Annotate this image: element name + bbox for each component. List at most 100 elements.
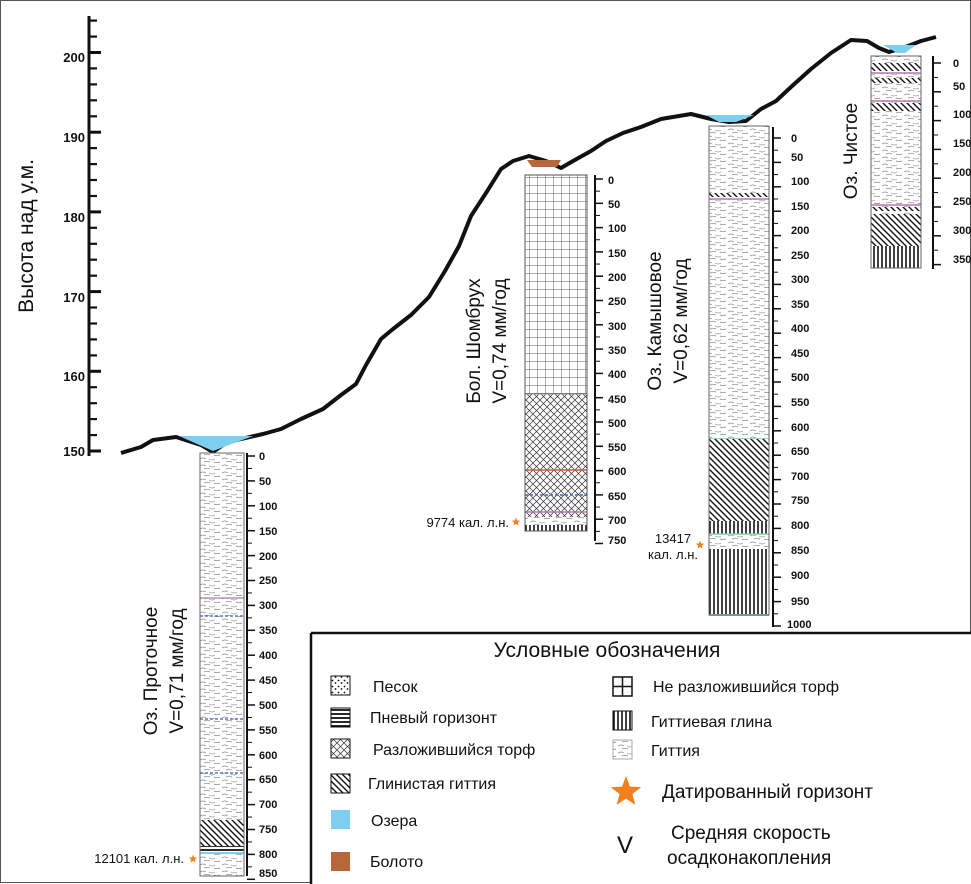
depth-label: 250 — [259, 575, 277, 587]
legend-label-decomposed-peat: Разложившийся торф — [373, 742, 535, 759]
column-name: Оз. Чистое — [841, 103, 862, 199]
lake-protochnoe — [179, 436, 253, 451]
legend-title: Условные обозначения — [494, 639, 721, 662]
depth-label: 900 — [791, 570, 809, 582]
depth-label: 350 — [953, 254, 971, 266]
legend-swatch-grid-lines — [613, 677, 632, 696]
depth-label: 50 — [608, 199, 620, 211]
layer-gyttja-clay — [525, 525, 587, 531]
depth-label: 100 — [259, 501, 277, 513]
legend-label-bog: Болото — [370, 854, 423, 871]
depth-label: 450 — [259, 675, 277, 687]
depth-label: 300 — [259, 600, 277, 612]
legend-label-stump: Пневый горизонт — [370, 710, 498, 727]
legend-swatch-gyttja-clay — [612, 710, 633, 731]
lake-kamyshovoe — [706, 115, 754, 122]
layer-gyttja-clay — [709, 521, 769, 534]
terrain-profile — [120, 35, 937, 455]
legend-swatch-bog — [331, 852, 350, 871]
depth-label: 300 — [791, 274, 809, 286]
depth-label: 500 — [259, 700, 277, 712]
legend-star-icon — [610, 776, 642, 805]
depth-label: 650 — [259, 774, 277, 786]
column-rate: V=0,71 мм/год — [167, 608, 188, 733]
depth-label: 950 — [791, 596, 809, 608]
depth-label: 550 — [608, 442, 626, 454]
depth-label: 150 — [608, 248, 626, 260]
legend-v-symbol: V — [617, 832, 633, 859]
depth-label: 600 — [608, 466, 626, 478]
depth-label: 200 — [259, 551, 277, 563]
legend-box — [311, 633, 971, 884]
column-rate: V=0,74 мм/год — [490, 278, 511, 403]
layer-gyttja — [709, 126, 769, 439]
legend-label-gyttja-clay: Гиттиевая глина — [651, 714, 772, 731]
column-border — [708, 125, 770, 616]
depth-label: 600 — [259, 750, 277, 762]
depth-label: 700 — [791, 471, 809, 483]
depth-label: 250 — [953, 196, 971, 208]
core-column-kamyshovoe: 0 50 100 150 200 250 300 350 400 450 500… — [645, 125, 811, 631]
legend-label-lakes: Озера — [371, 813, 417, 830]
depth-label: 800 — [791, 520, 809, 532]
depth-label: 50 — [259, 476, 271, 488]
depth-label: 150 — [259, 526, 277, 538]
layer-gyttja — [200, 453, 244, 820]
depth-label: 250 — [791, 250, 809, 262]
depth-label: 350 — [608, 345, 626, 357]
depth-label: 600 — [791, 422, 809, 434]
column-name: Оз. Камышовое — [645, 251, 666, 390]
column-name: Бол. Шомбрух — [464, 278, 485, 404]
dated-horizon-star — [188, 854, 198, 863]
depth-label: 200 — [608, 272, 626, 284]
legend-label-dated-horizon: Датированный горизонт — [662, 782, 873, 803]
legend-swatch-decomposed-peat — [330, 738, 351, 759]
y-axis: 150 160 170 180 190 200 Высота над у.м. — [15, 16, 101, 459]
depth-label: 150 — [953, 138, 971, 150]
date-label: 12101 кал. л.н. — [94, 851, 184, 866]
depth-label: 200 — [953, 167, 971, 179]
layer-clay-gyttja — [871, 214, 921, 246]
depth-label: 0 — [608, 175, 614, 187]
layer-gyttja-clay — [709, 549, 769, 615]
layer-clay-gyttja — [871, 78, 921, 83]
depth-label: 450 — [608, 394, 626, 406]
layer-gyttja-clay — [871, 246, 921, 268]
depth-label: 450 — [791, 348, 809, 360]
column-border — [870, 55, 922, 269]
depth-label: 500 — [608, 418, 626, 430]
legend-label-rate-line2: осадконакопления — [667, 848, 831, 869]
layer-clay-gyttja — [709, 193, 769, 197]
depth-label: 400 — [791, 323, 809, 335]
depth-label: 550 — [791, 397, 809, 409]
column-border — [199, 452, 245, 877]
depth-label: 100 — [791, 176, 809, 188]
depth-label: 300 — [953, 225, 971, 237]
y-tick-label: 200 — [63, 50, 85, 65]
column-rate: V=0,62 мм/год — [671, 258, 692, 383]
layer-clay-gyttja — [871, 103, 921, 111]
layer-clay-gyttja — [871, 207, 921, 211]
depth-label: 350 — [259, 625, 277, 637]
y-axis-minor-ticks — [89, 19, 101, 453]
depth-label: 300 — [608, 321, 626, 333]
layer-gyttja — [200, 854, 244, 876]
y-tick-label: 170 — [63, 290, 85, 305]
depth-label: 400 — [608, 369, 626, 381]
depth-label: 850 — [259, 868, 277, 880]
depth-label: 1000 — [787, 619, 811, 631]
legend-swatch-gyttja — [612, 739, 633, 760]
column-name: Оз. Проточное — [141, 607, 162, 736]
depth-label: 800 — [259, 849, 277, 861]
depth-label: 750 — [608, 535, 626, 547]
core-column-chistoe: 0 50 100 150 200 250 300 350 Оз. Чистое — [841, 55, 971, 269]
core-column-protochnoe: 0 50 100 150 200 250 300 350 400 450 500… — [94, 451, 277, 881]
depth-label: 0 — [259, 451, 265, 463]
layer-clay-gyttja — [200, 820, 244, 846]
depth-label: 50 — [953, 81, 965, 93]
depth-label: 350 — [791, 299, 809, 311]
depth-label: 700 — [259, 799, 277, 811]
depth-label: 850 — [791, 545, 809, 557]
